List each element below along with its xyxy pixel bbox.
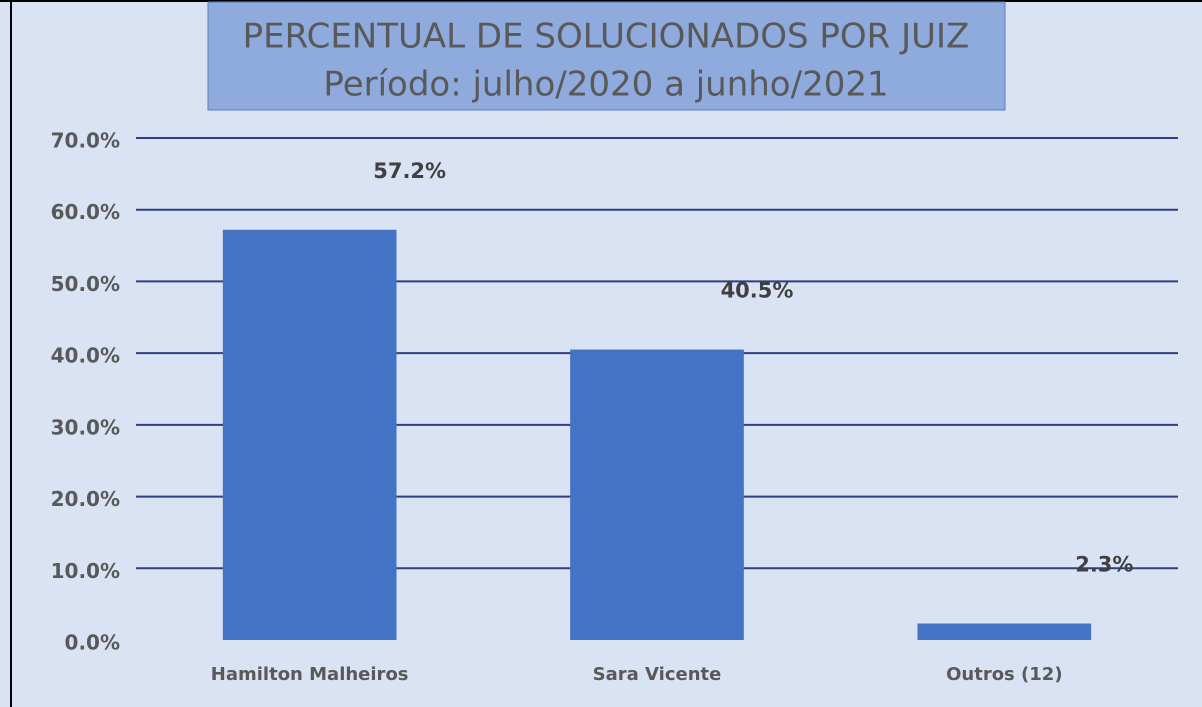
y-tick-label: 30.0% [51,415,120,439]
bar [222,229,397,640]
x-tick-label: Hamilton Malheiros [211,664,409,685]
chart-subtitle: Período: julho/2020 a junho/2021 [323,65,888,105]
data-label: 40.5% [721,279,794,303]
chart-title: PERCENTUAL DE SOLUCIONADOS POR JUIZ [243,17,970,57]
y-tick-label: 20.0% [51,487,120,511]
y-tick-label: 70.0% [51,129,120,153]
y-tick-label: 10.0% [51,559,120,583]
bar [570,349,744,640]
data-label: 57.2% [373,159,446,183]
bar [917,623,1092,640]
title-box [207,1,1006,111]
x-tick-label: Outros (12) [946,664,1062,685]
y-tick-label: 40.0% [51,344,120,368]
y-tick-label: 50.0% [51,272,120,296]
data-label: 2.3% [1075,553,1133,577]
x-tick-label: Sara Vicente [593,664,722,685]
y-tick-label: 60.0% [51,200,120,224]
y-tick-label: 0.0% [65,631,120,655]
